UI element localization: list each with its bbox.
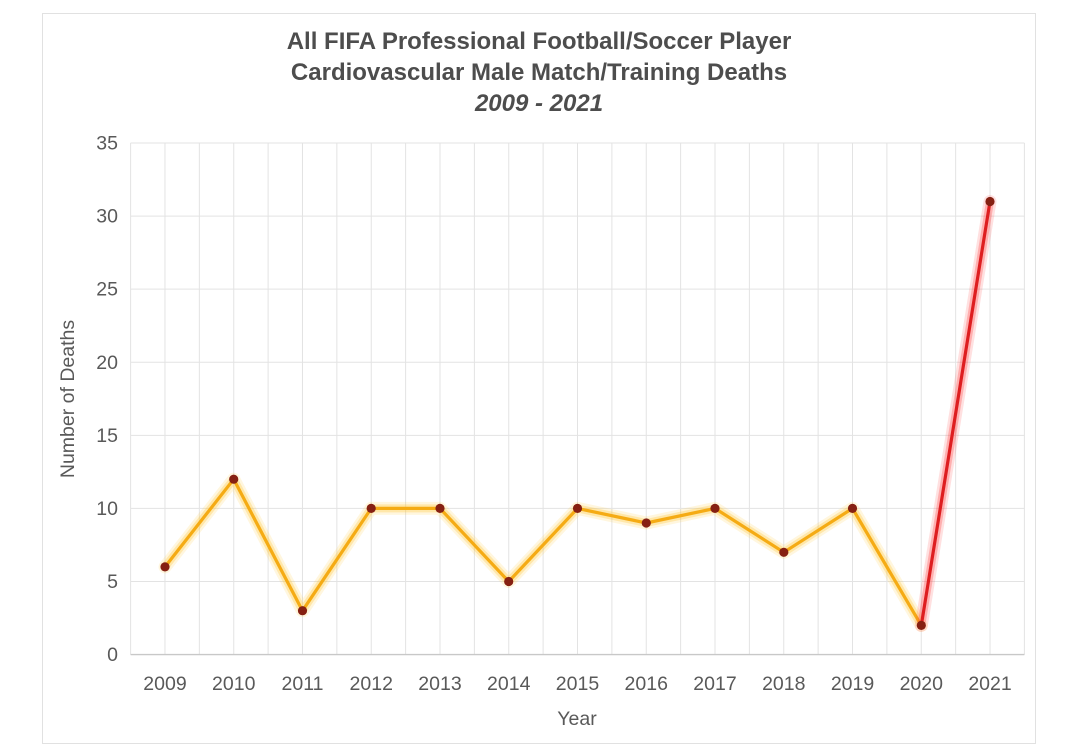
x-tick-label: 2021 [968,673,1011,695]
x-tick-label: 2013 [418,673,461,695]
highlight-segment-line [919,199,992,628]
data-point-marker [160,562,170,572]
data-point-marker [916,620,926,631]
data-point-marker [847,503,858,513]
x-tick-label: 2011 [282,673,324,695]
data-point-marker [710,503,720,513]
x-tick-label: 2015 [556,673,600,695]
data-point-marker [572,503,583,513]
y-tick-label: 0 [107,644,118,666]
x-tick-label: 2014 [487,673,531,695]
x-tick-label: 2020 [900,673,944,695]
data-point-marker [229,474,239,484]
y-axis-title: Number of Deaths [57,319,79,479]
x-tick-label: 2016 [625,673,668,695]
chart-title-line-1: All FIFA Professional Football/Soccer Pl… [286,28,792,55]
data-point-marker [435,503,445,513]
x-axis-title: Year [557,708,597,730]
y-tick-label: 25 [96,279,118,301]
y-tick-label: 35 [96,133,118,155]
x-tick-label: 2010 [212,673,256,695]
data-point-marker [366,503,376,513]
y-tick-label: 10 [96,498,118,520]
chart-title: All FIFA Professional Football/Soccer Pl… [42,26,1036,119]
series-line [163,477,923,628]
x-tick-label: 2019 [831,673,874,695]
x-tick-label: 2009 [143,673,186,695]
chart-title-line-2: Cardiovascular Male Match/Training Death… [290,59,788,86]
chart-title-year-range: 2009 - 2021 [474,90,604,117]
data-point-marker [641,518,651,528]
y-tick-label: 15 [96,425,118,447]
y-tick-label: 5 [107,571,118,593]
x-tick-label: 2017 [693,673,736,695]
data-point-marker [297,606,308,616]
y-tick-label: 20 [96,352,118,374]
chart-frame [42,13,1036,744]
data-point-marker [985,196,995,207]
data-point-marker [779,547,789,557]
data-point-marker [504,576,514,587]
y-tick-label: 30 [96,206,118,228]
x-tick-label: 2018 [762,673,805,695]
x-tick-label: 2012 [350,673,393,695]
